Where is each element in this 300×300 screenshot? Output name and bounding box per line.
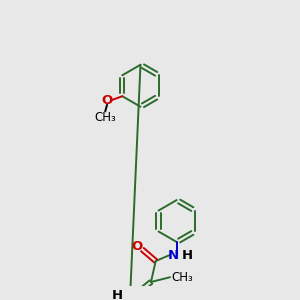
Text: H: H	[112, 289, 123, 300]
Text: H: H	[182, 249, 193, 262]
Text: CH₃: CH₃	[94, 111, 116, 124]
Text: O: O	[131, 240, 142, 253]
Text: N: N	[167, 249, 178, 262]
Text: CH₃: CH₃	[172, 271, 193, 284]
Text: O: O	[101, 94, 113, 106]
